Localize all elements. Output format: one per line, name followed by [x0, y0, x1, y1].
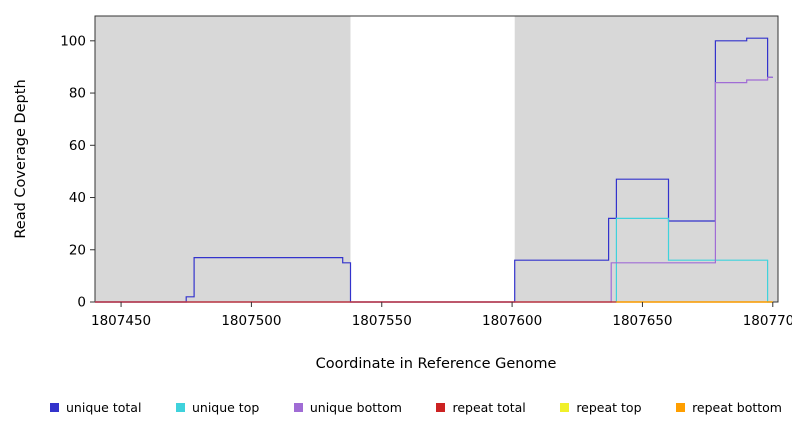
series-unique-top [95, 217, 773, 303]
legend-swatch [50, 403, 59, 412]
legend-label: unique top [191, 400, 260, 415]
y-tick-label: 40 [69, 190, 86, 206]
legend-item: repeat bottom [676, 400, 782, 415]
y-tick-label: 100 [60, 33, 86, 49]
legend-item: unique bottom [293, 400, 402, 415]
legend-swatch [436, 403, 446, 412]
y-tick-label: 80 [69, 86, 86, 102]
legend-swatch [175, 403, 185, 412]
legend-swatch [560, 403, 570, 412]
legend: unique total unique top unique bottom repea… [50, 400, 782, 415]
x-tick-label: 1807500 [221, 313, 281, 329]
legend-swatch [293, 403, 303, 412]
legend-label: unique total [66, 400, 142, 415]
series-unique-bottom [95, 76, 773, 303]
x-tick-label: 1807650 [612, 313, 672, 329]
x-tick-label: 1807550 [352, 313, 412, 329]
legend-label: repeat top [576, 400, 642, 415]
legend-label: repeat total [452, 400, 526, 415]
x-tick-label: 1807450 [91, 313, 151, 329]
masked-region [514, 16, 778, 302]
y-tick-label: 20 [69, 242, 86, 258]
legend-item: unique top [175, 400, 260, 415]
legend-item: repeat total [436, 400, 526, 415]
coverage-plot: 1807450 1807500 1807550 1807600 1807650 18077… [60, 15, 792, 329]
legend-label: repeat bottom [692, 400, 782, 415]
legend-label: unique bottom [309, 400, 402, 415]
x-tick-label: 1807600 [482, 313, 542, 329]
legend-item: repeat top [560, 400, 642, 415]
series-unique-total [95, 37, 773, 303]
legend-swatch [676, 403, 686, 412]
y-axis-title: Read Coverage Depth [13, 79, 29, 239]
x-axis-title: Coordinate in Reference Genome [315, 356, 557, 372]
y-tick-label: 0 [77, 295, 86, 311]
masked-region [95, 16, 351, 302]
y-tick-label: 60 [69, 138, 86, 154]
legend-item: unique total [50, 400, 141, 415]
